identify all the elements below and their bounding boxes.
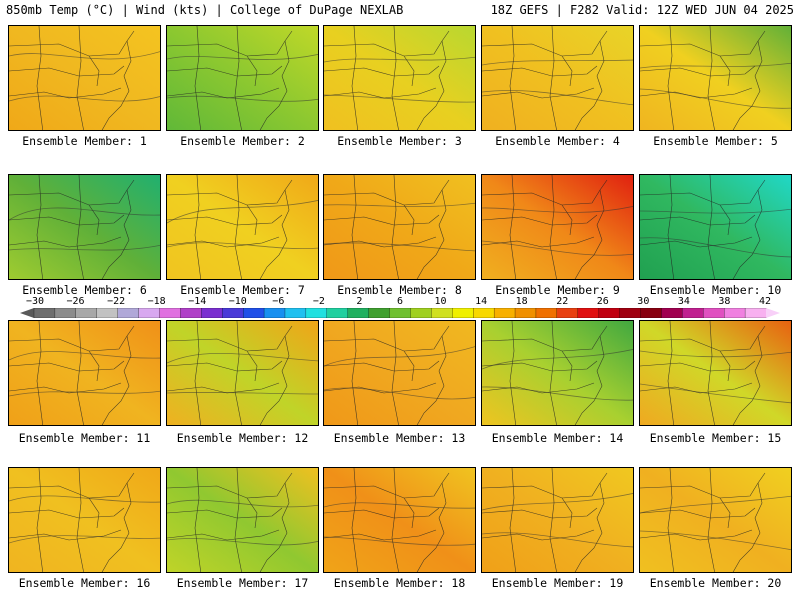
colorbar-tick-label: −14 bbox=[188, 296, 207, 307]
colorbar-tick-label: −6 bbox=[272, 296, 285, 307]
colorbar-tick-label: 10 bbox=[434, 296, 447, 307]
colorbar-swatch bbox=[389, 308, 412, 318]
ensemble-member-map bbox=[639, 467, 792, 573]
ensemble-member-label: Ensemble Member: 15 bbox=[649, 431, 782, 445]
ensemble-member-map bbox=[166, 25, 319, 131]
ensemble-member-map bbox=[323, 174, 476, 280]
colorbar-swatch bbox=[577, 308, 600, 318]
colorbar-tick-label: −2 bbox=[312, 296, 325, 307]
colorbar-swatch bbox=[54, 308, 77, 318]
ensemble-member-label: Ensemble Member: 14 bbox=[491, 431, 624, 445]
colorbar-right-arrow bbox=[766, 308, 780, 318]
colorbar-swatch bbox=[703, 308, 725, 318]
ensemble-member-map bbox=[481, 25, 634, 131]
colorbar-swatch bbox=[410, 308, 433, 318]
header-title: 850mb Temp (°C) | Wind (kts) | College o… bbox=[6, 3, 404, 17]
colorbar-swatch bbox=[682, 308, 704, 318]
colorbar-tick-label: 2 bbox=[356, 296, 363, 307]
ensemble-member-map bbox=[481, 174, 634, 280]
ensemble-member-label: Ensemble Member: 18 bbox=[333, 576, 466, 590]
colorbar-swatch bbox=[96, 308, 119, 318]
colorbar-tick-label: 30 bbox=[637, 296, 650, 307]
ensemble-member-label: Ensemble Member: 8 bbox=[337, 283, 462, 297]
colorbar-swatch bbox=[473, 308, 495, 318]
ensemble-member-map bbox=[8, 174, 161, 280]
ensemble-member-map bbox=[166, 174, 319, 280]
ensemble-member-label: Ensemble Member: 16 bbox=[18, 576, 151, 590]
colorbar-swatch bbox=[619, 308, 642, 318]
colorbar-swatch bbox=[326, 308, 349, 318]
colorbar-swatch bbox=[556, 308, 579, 318]
ensemble-member-map bbox=[323, 467, 476, 573]
colorbar-swatch bbox=[222, 308, 244, 318]
ensemble-member-map bbox=[323, 320, 476, 426]
colorbar-swatch bbox=[347, 308, 370, 318]
colorbar-swatch bbox=[431, 308, 453, 318]
ensemble-member-map bbox=[166, 320, 319, 426]
ensemble-member-label: Ensemble Member: 3 bbox=[337, 134, 462, 148]
colorbar-tick-label: 26 bbox=[596, 296, 609, 307]
colorbar-swatch bbox=[535, 308, 558, 318]
colorbar-swatch bbox=[117, 308, 140, 318]
colorbar-tick-label: −22 bbox=[107, 296, 126, 307]
ensemble-member-map bbox=[8, 25, 161, 131]
colorbar-left-arrow bbox=[20, 308, 34, 318]
ensemble-member-map bbox=[323, 25, 476, 131]
colorbar-tick-label: −10 bbox=[228, 296, 247, 307]
colorbar-swatch bbox=[640, 308, 663, 318]
ensemble-member-label: Ensemble Member: 10 bbox=[649, 283, 782, 297]
colorbar-swatch bbox=[75, 308, 98, 318]
colorbar-swatch bbox=[33, 308, 56, 318]
colorbar-tick-label: 38 bbox=[718, 296, 731, 307]
ensemble-member-map bbox=[8, 320, 161, 426]
colorbar-swatch bbox=[744, 308, 767, 318]
colorbar-swatch bbox=[598, 308, 621, 318]
ensemble-member-map bbox=[639, 25, 792, 131]
colorbar-swatch bbox=[305, 308, 328, 318]
colorbar-swatch bbox=[284, 308, 307, 318]
colorbar-tick-label: 34 bbox=[677, 296, 690, 307]
ensemble-member-label: Ensemble Member: 7 bbox=[180, 283, 305, 297]
ensemble-member-label: Ensemble Member: 4 bbox=[495, 134, 620, 148]
ensemble-member-label: Ensemble Member: 5 bbox=[653, 134, 778, 148]
ensemble-member-map bbox=[8, 467, 161, 573]
ensemble-member-map bbox=[166, 467, 319, 573]
ensemble-member-map bbox=[639, 320, 792, 426]
ensemble-member-label: Ensemble Member: 17 bbox=[176, 576, 309, 590]
ensemble-member-label: Ensemble Member: 11 bbox=[18, 431, 151, 445]
color-scale-bar bbox=[20, 308, 780, 318]
colorbar-tick-label: 6 bbox=[396, 296, 404, 307]
colorbar-swatch bbox=[514, 308, 537, 318]
ensemble-member-label: Ensemble Member: 20 bbox=[649, 576, 782, 590]
ensemble-member-map bbox=[481, 320, 634, 426]
colorbar-swatch bbox=[724, 308, 746, 318]
colorbar-tick-label: 14 bbox=[475, 296, 488, 307]
colorbar-tick-label: −26 bbox=[66, 296, 85, 307]
colorbar-swatch bbox=[368, 308, 391, 318]
colorbar-swatch bbox=[138, 308, 161, 318]
colorbar-swatch bbox=[159, 308, 182, 318]
ensemble-member-label: Ensemble Member: 2 bbox=[180, 134, 305, 148]
colorbar-tick-label: −30 bbox=[25, 296, 45, 307]
colorbar-swatch bbox=[452, 308, 474, 318]
colorbar-swatch bbox=[493, 308, 516, 318]
ensemble-member-label: Ensemble Member: 6 bbox=[22, 283, 147, 297]
ensemble-member-label: Ensemble Member: 19 bbox=[491, 576, 624, 590]
ensemble-member-label: Ensemble Member: 12 bbox=[176, 431, 309, 445]
colorbar-tick-label: 42 bbox=[758, 296, 772, 307]
colorbar-swatch bbox=[201, 308, 223, 318]
colorbar-tick-label: 22 bbox=[556, 296, 569, 307]
ensemble-member-label: Ensemble Member: 9 bbox=[495, 283, 620, 297]
colorbar-tick-label: 18 bbox=[515, 296, 528, 307]
colorbar-swatch bbox=[661, 308, 683, 318]
colorbar-swatch bbox=[242, 308, 265, 318]
ensemble-member-label: Ensemble Member: 1 bbox=[22, 134, 147, 148]
header-valid-time: 18Z GEFS | F282 Valid: 12Z WED JUN 04 20… bbox=[490, 3, 794, 17]
ensemble-member-label: Ensemble Member: 13 bbox=[333, 431, 466, 445]
ensemble-member-map bbox=[481, 467, 634, 573]
colorbar-tick-label: −18 bbox=[147, 296, 166, 307]
colorbar-swatch bbox=[263, 308, 286, 318]
ensemble-member-map bbox=[639, 174, 792, 280]
colorbar-swatch bbox=[180, 308, 202, 318]
